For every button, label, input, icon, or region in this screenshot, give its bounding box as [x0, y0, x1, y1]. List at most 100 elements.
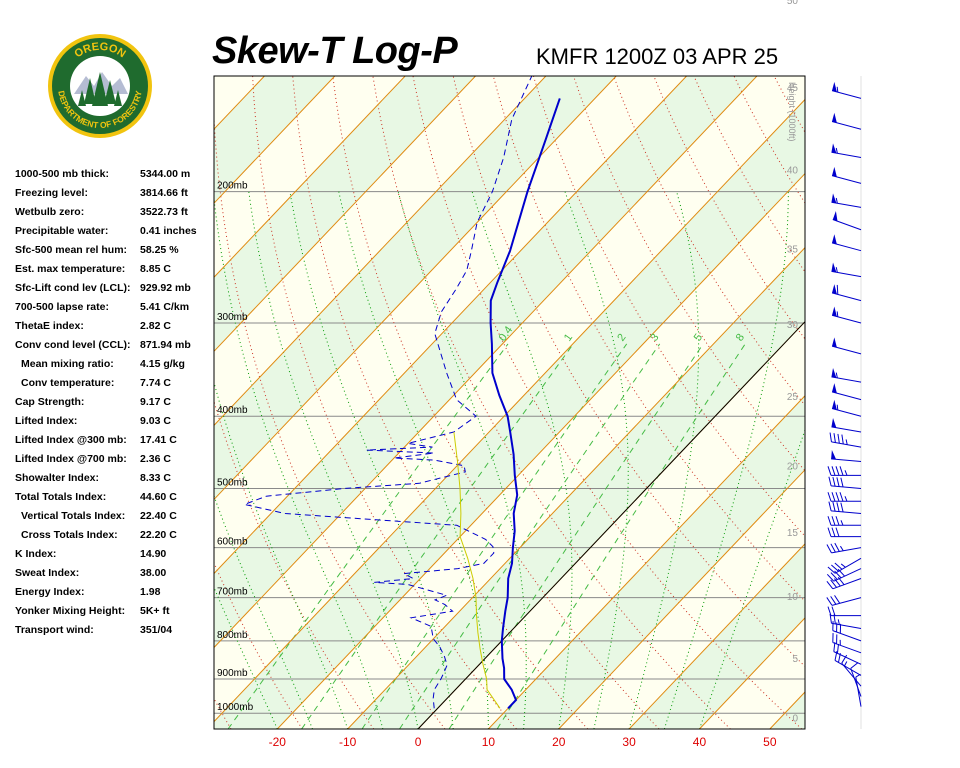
- wind-barb-shaft: [832, 219, 862, 231]
- wind-barb-flag: [831, 143, 837, 154]
- index-label: Vertical Totals Index:: [21, 510, 126, 522]
- wind-barb-flag: [832, 399, 837, 410]
- moist-adiabat: [214, 194, 384, 729]
- index-label: Sfc-Lift cond lev (LCL):: [15, 282, 131, 294]
- pressure-label: 500mb: [217, 478, 248, 489]
- temperature-band: [0, 76, 53, 729]
- index-value: 17.41 C: [140, 434, 177, 446]
- wind-barb: [833, 642, 862, 665]
- x-tick-label: 10: [482, 735, 496, 749]
- index-label: Sfc-500 mean rel hum:: [15, 244, 128, 256]
- wind-barb: [831, 417, 862, 433]
- height-label: 50: [787, 0, 799, 7]
- wind-barb: [831, 284, 862, 302]
- wind-barb-shaft: [831, 597, 862, 606]
- wind-barb-feather: [827, 527, 832, 537]
- index-label: 700-500 lapse rate:: [15, 301, 109, 313]
- index-row: Transport wind: 351/04: [15, 624, 215, 643]
- index-row: K Index: 14.90: [15, 548, 215, 567]
- wind-barb: [828, 501, 862, 514]
- wind-barb-flag: [832, 284, 837, 295]
- height-label: 25: [787, 392, 799, 403]
- height-label: 35: [787, 245, 799, 256]
- index-row: Sweat Index: 38.00: [15, 567, 215, 586]
- index-row: Wetbulb zero: 3522.73 ft: [15, 206, 215, 225]
- pressure-label: 400mb: [217, 405, 248, 416]
- isotherm-line: [214, 76, 758, 649]
- index-value: 38.00: [140, 567, 167, 579]
- wind-barb: [832, 211, 862, 231]
- index-value: 8.85 C: [140, 263, 171, 275]
- isotherm-line: [214, 76, 476, 353]
- wind-barb-feather: [831, 516, 836, 526]
- dry-adiabat: [214, 399, 375, 729]
- height-label: 10: [787, 592, 799, 603]
- isotherm-line: [558, 469, 805, 729]
- wind-barb-half-feather: [840, 520, 844, 526]
- index-value: 7.74 C: [140, 377, 171, 389]
- wind-barb-shaft: [831, 391, 862, 401]
- wind-barb-feather: [830, 596, 837, 605]
- isotherm-line: [214, 76, 617, 501]
- x-tick-label: -10: [339, 735, 357, 749]
- wind-barb-half-feather: [835, 267, 838, 273]
- index-row: Vertical Totals Index: 22.40 C: [15, 510, 215, 529]
- wind-barb: [826, 576, 862, 590]
- x-tick-label: 40: [693, 735, 707, 749]
- index-row: Yonker Mixing Height: 5K+ ft: [15, 605, 215, 624]
- wind-barb: [827, 527, 861, 538]
- plot-frame: [213, 75, 806, 730]
- wind-barb-shaft: [831, 426, 862, 433]
- dry-adiabat: [252, 76, 517, 729]
- wind-barb: [829, 432, 862, 448]
- index-value: 1.98: [140, 586, 161, 598]
- wind-barb: [831, 193, 862, 208]
- index-value: 9.17 C: [140, 396, 171, 408]
- wind-barb-feather: [826, 597, 833, 606]
- wind-barb-feather: [832, 501, 836, 512]
- isotherm-line: [214, 76, 406, 278]
- wind-barb-half-feather: [836, 86, 839, 93]
- wind-barb-feather: [835, 527, 840, 537]
- wind-barb-shaft: [850, 668, 862, 697]
- index-value: 0.41 inches: [140, 225, 197, 237]
- wind-barb: [827, 557, 862, 574]
- wind-barb-feather: [826, 581, 834, 590]
- height-label: 15: [787, 528, 799, 539]
- index-label: Mean mixing ratio:: [21, 358, 114, 370]
- wind-barb-shaft: [831, 201, 862, 208]
- isotherm-line: [699, 617, 805, 729]
- wind-barb: [831, 234, 862, 252]
- wind-barb-flag: [832, 306, 837, 317]
- wind-barb-flag: [831, 449, 837, 460]
- index-row: Total Totals Index: 44.60 C: [15, 491, 215, 510]
- pressure-label: 200mb: [217, 181, 248, 192]
- isotherm-line: [214, 76, 687, 575]
- wind-barb: [831, 337, 862, 355]
- mixing-ratio-line: [399, 343, 661, 729]
- wind-barb: [831, 262, 862, 278]
- moist-adiabat: [663, 191, 789, 729]
- index-value: 44.60 C: [140, 491, 177, 503]
- isotherm-line: [0, 76, 124, 729]
- wind-barb-flag: [831, 368, 837, 378]
- mixing-ratio-line: [448, 343, 704, 729]
- index-label: Conv cond level (CCL):: [15, 339, 131, 351]
- wind-barb-shaft: [833, 651, 862, 665]
- pressure-label: 900mb: [217, 668, 248, 679]
- index-value: 22.40 C: [140, 510, 177, 522]
- wind-barb: [829, 613, 862, 629]
- wind-barb-feather: [830, 572, 838, 580]
- index-label: Cross Totals Index:: [21, 529, 118, 541]
- dry-adiabat: [452, 76, 805, 668]
- wind-barb-feather: [826, 544, 832, 554]
- height-label: 40: [787, 166, 799, 177]
- wind-barb-feather: [840, 502, 844, 513]
- index-label: Lifted Index:: [15, 415, 78, 427]
- wind-barb: [827, 606, 861, 617]
- wind-barbs: [826, 81, 862, 707]
- dry-adiabat: [412, 76, 803, 729]
- wind-barb-shaft: [831, 90, 862, 99]
- index-value: 5344.00 m: [140, 168, 191, 180]
